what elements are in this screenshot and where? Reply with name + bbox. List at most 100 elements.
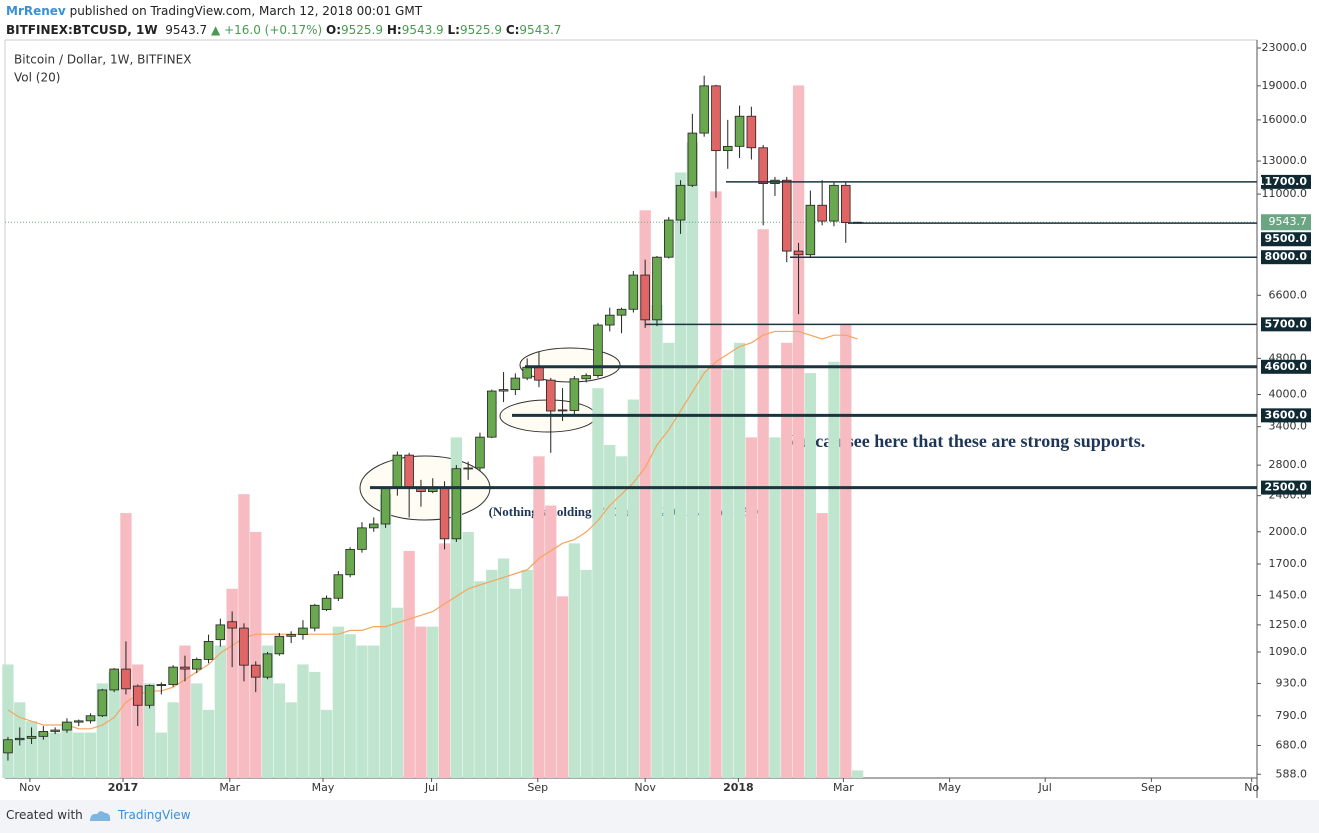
candle <box>321 595 332 612</box>
candle <box>451 465 462 542</box>
candle-body <box>439 487 450 540</box>
volume-bar <box>828 361 840 778</box>
candle-body <box>203 640 214 660</box>
candle-body <box>569 378 580 411</box>
candle <box>675 180 686 234</box>
candle <box>463 461 473 480</box>
candle <box>628 271 639 313</box>
y-tick-label: 790.0 <box>1276 709 1308 722</box>
level-label-bg <box>1261 317 1311 332</box>
candle <box>640 259 650 328</box>
candle-body <box>357 527 367 550</box>
volume-bar <box>309 672 321 778</box>
candle-body <box>333 574 344 599</box>
volume-bar <box>61 721 73 778</box>
last-price-label-bg <box>1261 214 1311 231</box>
candle <box>616 307 627 334</box>
volume-bar <box>781 342 793 778</box>
volume-bar <box>320 709 333 778</box>
candle <box>121 641 131 695</box>
ohlc-key: L: <box>447 23 460 37</box>
candle-body <box>486 390 497 438</box>
ohlc-key: H: <box>386 23 402 37</box>
x-tick-label: Nov <box>19 781 41 794</box>
candle-body <box>274 635 285 655</box>
volume-bar <box>191 683 203 778</box>
candle-body <box>14 737 25 741</box>
volume-bar <box>167 702 179 778</box>
candle <box>250 661 261 693</box>
candle-body <box>711 85 721 152</box>
x-tick-label: 2017 <box>108 781 139 794</box>
level-label-bg <box>1261 359 1311 374</box>
x-tick-label: No <box>1244 781 1259 794</box>
volume-bar <box>556 596 569 778</box>
volume-bar <box>356 645 368 778</box>
candle <box>510 373 521 395</box>
candle <box>793 242 804 315</box>
y-tick-label: 1090.0 <box>1269 645 1308 658</box>
annotation: You can see here that these are strong s… <box>781 431 1146 451</box>
volume-bar <box>497 558 510 778</box>
candle-body <box>156 684 167 686</box>
candle-body <box>132 685 143 706</box>
ohlc-value: 9543.7 <box>519 23 562 37</box>
candle-body <box>392 454 403 489</box>
x-tick-label: Jul <box>1038 781 1052 794</box>
candle <box>274 632 285 656</box>
volume-bar <box>580 569 592 778</box>
candle <box>132 684 143 727</box>
volume-bar <box>250 532 262 778</box>
candle <box>781 176 792 263</box>
volume-bar <box>462 532 474 778</box>
volume-bar <box>710 191 722 778</box>
candle-body <box>557 409 568 412</box>
created-with: Created with <box>6 808 83 822</box>
volume-bar <box>509 588 522 778</box>
author[interactable]: MrRenev <box>6 4 66 18</box>
candle-body <box>168 666 178 685</box>
candle-body <box>746 115 757 149</box>
candle <box>439 481 450 550</box>
candle <box>62 718 72 733</box>
candle <box>26 727 37 745</box>
volume-bar <box>769 437 781 778</box>
candle <box>581 373 591 383</box>
candle-body <box>793 250 804 256</box>
candle <box>38 726 49 740</box>
ohlc-value: 9525.9 <box>341 23 384 37</box>
volume-bar <box>533 456 545 778</box>
x-tick-label: 2018 <box>723 781 754 794</box>
candle-body <box>581 375 591 380</box>
y-tick-label: 2000.0 <box>1269 525 1308 538</box>
candle-body <box>817 204 827 222</box>
brand[interactable]: TradingView <box>118 808 191 822</box>
candle <box>156 682 167 695</box>
candle <box>475 432 485 471</box>
volume-bar <box>297 664 309 778</box>
ohlc-value: 9543.9 <box>401 23 444 37</box>
level-label: 9500.0 <box>1265 232 1308 245</box>
volume-bar <box>214 645 227 778</box>
volume-bar <box>792 85 805 778</box>
y-tick-label: 19000.0 <box>1262 79 1308 92</box>
candle-body <box>663 219 674 258</box>
volume-bar <box>261 645 274 778</box>
x-tick-label: Mar <box>219 781 240 794</box>
y-tick-label: 2800.0 <box>1269 458 1308 471</box>
candle-body <box>321 597 332 611</box>
candle-body <box>215 624 226 641</box>
candle-body <box>38 731 49 737</box>
volume-bar <box>486 569 498 778</box>
y-tick-label: 1700.0 <box>1269 557 1308 570</box>
x-tick-label: Mar <box>833 781 854 794</box>
volume-bar <box>273 683 286 778</box>
candle-body <box>498 389 509 392</box>
candle <box>486 389 497 439</box>
volume-bar <box>155 732 168 778</box>
level-label: 3600.0 <box>1265 408 1308 421</box>
quote-line: BITFINEX:BTCUSD, 1W 9543.7 ▲ +16.0 (+0.1… <box>6 21 561 40</box>
candle-body <box>463 467 473 470</box>
candle-body <box>734 115 745 147</box>
volume-bar <box>379 494 392 778</box>
